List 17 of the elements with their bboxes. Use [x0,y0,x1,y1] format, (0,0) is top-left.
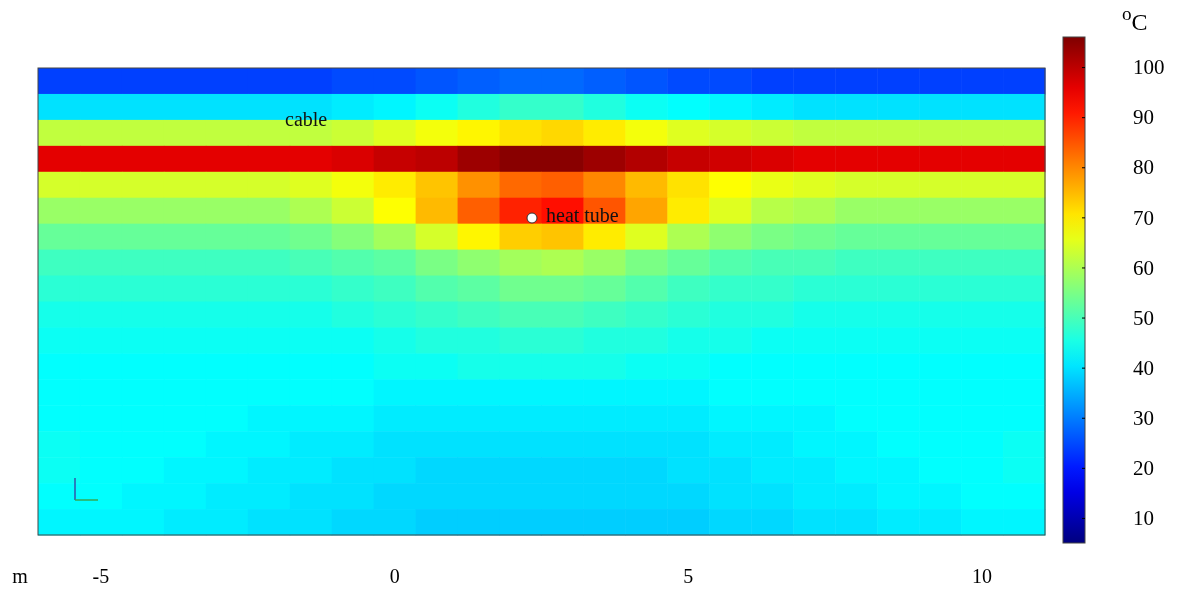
x-tick-label: -5 [92,565,110,588]
color-bar-label: 60 [1133,255,1154,280]
x-tick-label: 10 [972,565,993,588]
x-tick-label: 0 [389,565,400,588]
color-bar-label: 10 [1133,506,1154,531]
color-bar-label: 50 [1133,305,1154,330]
annotation: heat tube [546,203,619,226]
color-bar-label: 30 [1133,405,1154,430]
color-bar-label: 40 [1133,355,1154,380]
color-bar-title: $^{o}$C [1122,2,1148,35]
color-bar-label: 20 [1133,456,1154,481]
x-axis-title: m [12,565,29,587]
color-bar-label: 70 [1133,205,1154,230]
x-tick-label: 5 [683,565,694,588]
color-bar-label: 100 [1133,55,1165,80]
color-bar-label: 90 [1133,105,1154,130]
color-bar-label: 80 [1133,155,1154,180]
